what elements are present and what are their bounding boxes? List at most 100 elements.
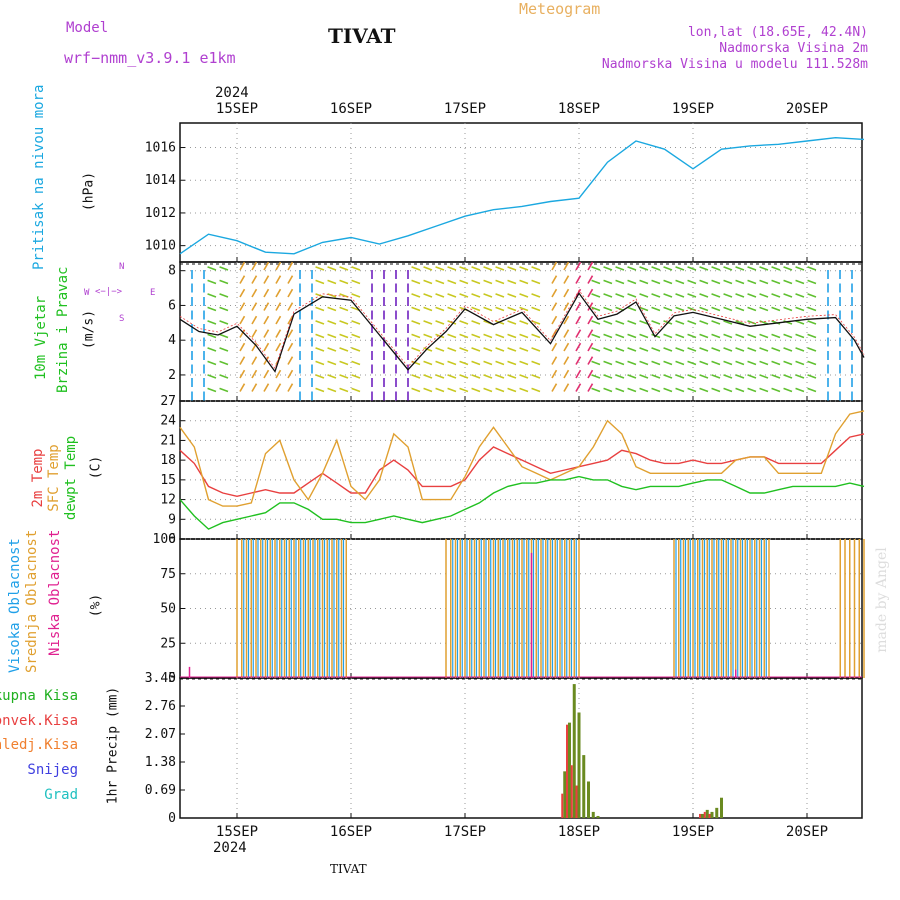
wind-arrow [327, 293, 337, 298]
wind-arrow [591, 333, 601, 339]
wind-arrow [795, 266, 805, 271]
wind-arrow [507, 360, 517, 366]
wind-arrow [239, 275, 246, 284]
wind-arrow [251, 383, 258, 392]
wind-arrow [747, 374, 757, 379]
wind-arrow [723, 279, 733, 285]
wind-arrow [507, 374, 517, 379]
wind-arrow [759, 387, 769, 393]
wind-arrow [519, 306, 529, 312]
wind-arrow [351, 374, 361, 379]
wind-arrow [423, 360, 433, 366]
wind-arrow [263, 302, 270, 311]
wind-arrow [711, 293, 721, 298]
wind-arrow [759, 347, 769, 352]
wind-arrow [711, 279, 721, 285]
wind-arrow [447, 320, 457, 325]
pressure-frame [179, 122, 863, 263]
wind-arrow [699, 374, 709, 379]
wind-arrow [711, 374, 721, 379]
wind-arrow [627, 320, 637, 325]
wind-arrow [507, 293, 517, 298]
wind-compass-n: N [119, 262, 125, 272]
wind-arrow [687, 374, 697, 379]
wind-arrow [263, 383, 270, 392]
precip-frame [179, 677, 863, 819]
wind-arrow [551, 356, 558, 365]
wind-arrow [531, 333, 541, 339]
wind-arrow [251, 302, 258, 311]
precip-total-bar [568, 722, 571, 818]
wind-arrow [687, 293, 697, 298]
x-tick-label-bottom: 19SEP [672, 824, 714, 840]
wind-arrow [251, 275, 258, 284]
wind-arrow [615, 333, 625, 339]
wind-arrow [759, 320, 769, 325]
wind-arrow [251, 315, 258, 325]
wind-arrow [603, 266, 613, 271]
wind-arrow [315, 387, 325, 393]
precip-conv-bar [575, 785, 578, 818]
wind-arrow [603, 333, 613, 339]
wind-arrow [351, 266, 361, 271]
wind-arrow [807, 279, 817, 285]
wind-arrow [435, 266, 445, 271]
model-elevation-info: Nadmorska Visina u modelu 111.528m [601, 57, 868, 72]
wind-arrow [287, 261, 294, 271]
wind-arrow [315, 347, 325, 352]
wind-arrow [207, 320, 217, 325]
x-tick-label-bottom: 15SEP [216, 824, 258, 840]
wind-arrow [531, 293, 541, 298]
wind-arrow [327, 320, 337, 325]
wind-arrow [699, 306, 709, 312]
wind-arrow [711, 306, 721, 312]
wind-arrow [651, 360, 661, 366]
wind-arrow [783, 374, 793, 379]
station-title: TIVAT [328, 24, 396, 48]
precip-conv-bar [566, 724, 568, 818]
wind-arrow [411, 279, 421, 285]
wind-arrow [639, 266, 649, 271]
wind-arrow [459, 387, 469, 393]
wind-arrow [575, 342, 582, 352]
wind-arrow [603, 360, 613, 366]
x-tick-label-top: 19SEP [672, 101, 714, 117]
x-tick-label-bottom: 20SEP [786, 824, 828, 840]
wind-arrow [723, 266, 733, 271]
wind-arrow [459, 333, 469, 339]
wind-arrow [627, 374, 637, 379]
wind-arrow [747, 266, 757, 271]
wind-arrow [339, 360, 349, 366]
wind-arrow [795, 360, 805, 366]
wind-arrow [627, 360, 637, 366]
wind-arrow [771, 320, 781, 325]
wind-arrow [615, 320, 625, 325]
wind-arrow [675, 279, 685, 285]
wind-arrow [251, 356, 258, 365]
wind-arrow [735, 387, 745, 393]
wind-arrow [563, 369, 570, 379]
wind-arrow [219, 279, 229, 285]
wind-arrow [275, 383, 282, 392]
wind-arrow [771, 387, 781, 393]
wind-arrow [327, 266, 337, 271]
wind-arrow [471, 266, 481, 271]
wind-arrow [339, 374, 349, 379]
wind-arrow [603, 347, 613, 352]
wind-arrow [651, 387, 661, 393]
wind-arrow [315, 333, 325, 339]
wind-gust-line [179, 289, 865, 370]
wind-arrow [423, 347, 433, 352]
wind-arrow [783, 347, 793, 352]
wind-arrow [327, 374, 337, 379]
lonlat-info: lon,lat (18.65E, 42.4N) [687, 25, 868, 40]
wind-arrow [723, 374, 733, 379]
wind-arrow [591, 279, 601, 285]
wind-arrow [711, 387, 721, 393]
x-tick-label-bottom: 18SEP [558, 824, 600, 840]
wind-arrow [563, 342, 570, 352]
wind-arrow [663, 266, 673, 271]
cloud_cover-ytick-label: 100 [153, 532, 176, 547]
wind-arrow [339, 347, 349, 352]
temperature-ytick-label: 9 [168, 512, 176, 527]
